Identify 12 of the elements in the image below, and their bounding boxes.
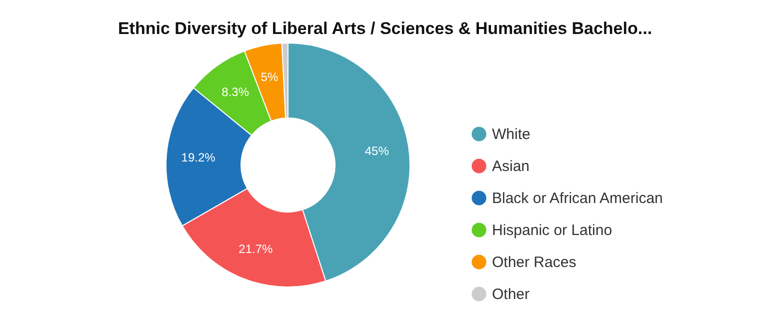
- legend-label: Black or African American: [492, 190, 663, 207]
- chart-title: Ethnic Diversity of Liberal Arts / Sciences & Humanities Bachelo...: [118, 19, 652, 38]
- legend-label: Asian: [492, 158, 530, 175]
- data-label: 8.3%: [222, 85, 250, 100]
- data-label: 5%: [260, 70, 278, 84]
- data-label: 19.2%: [181, 150, 216, 165]
- data-label: 45%: [364, 144, 390, 158]
- legend-label: Hispanic or Latino: [492, 222, 612, 239]
- legend-label: Other Races: [492, 254, 576, 271]
- legend-label: Other: [492, 286, 530, 303]
- data-label: 21.7%: [238, 242, 273, 256]
- legend-label: White: [492, 126, 530, 143]
